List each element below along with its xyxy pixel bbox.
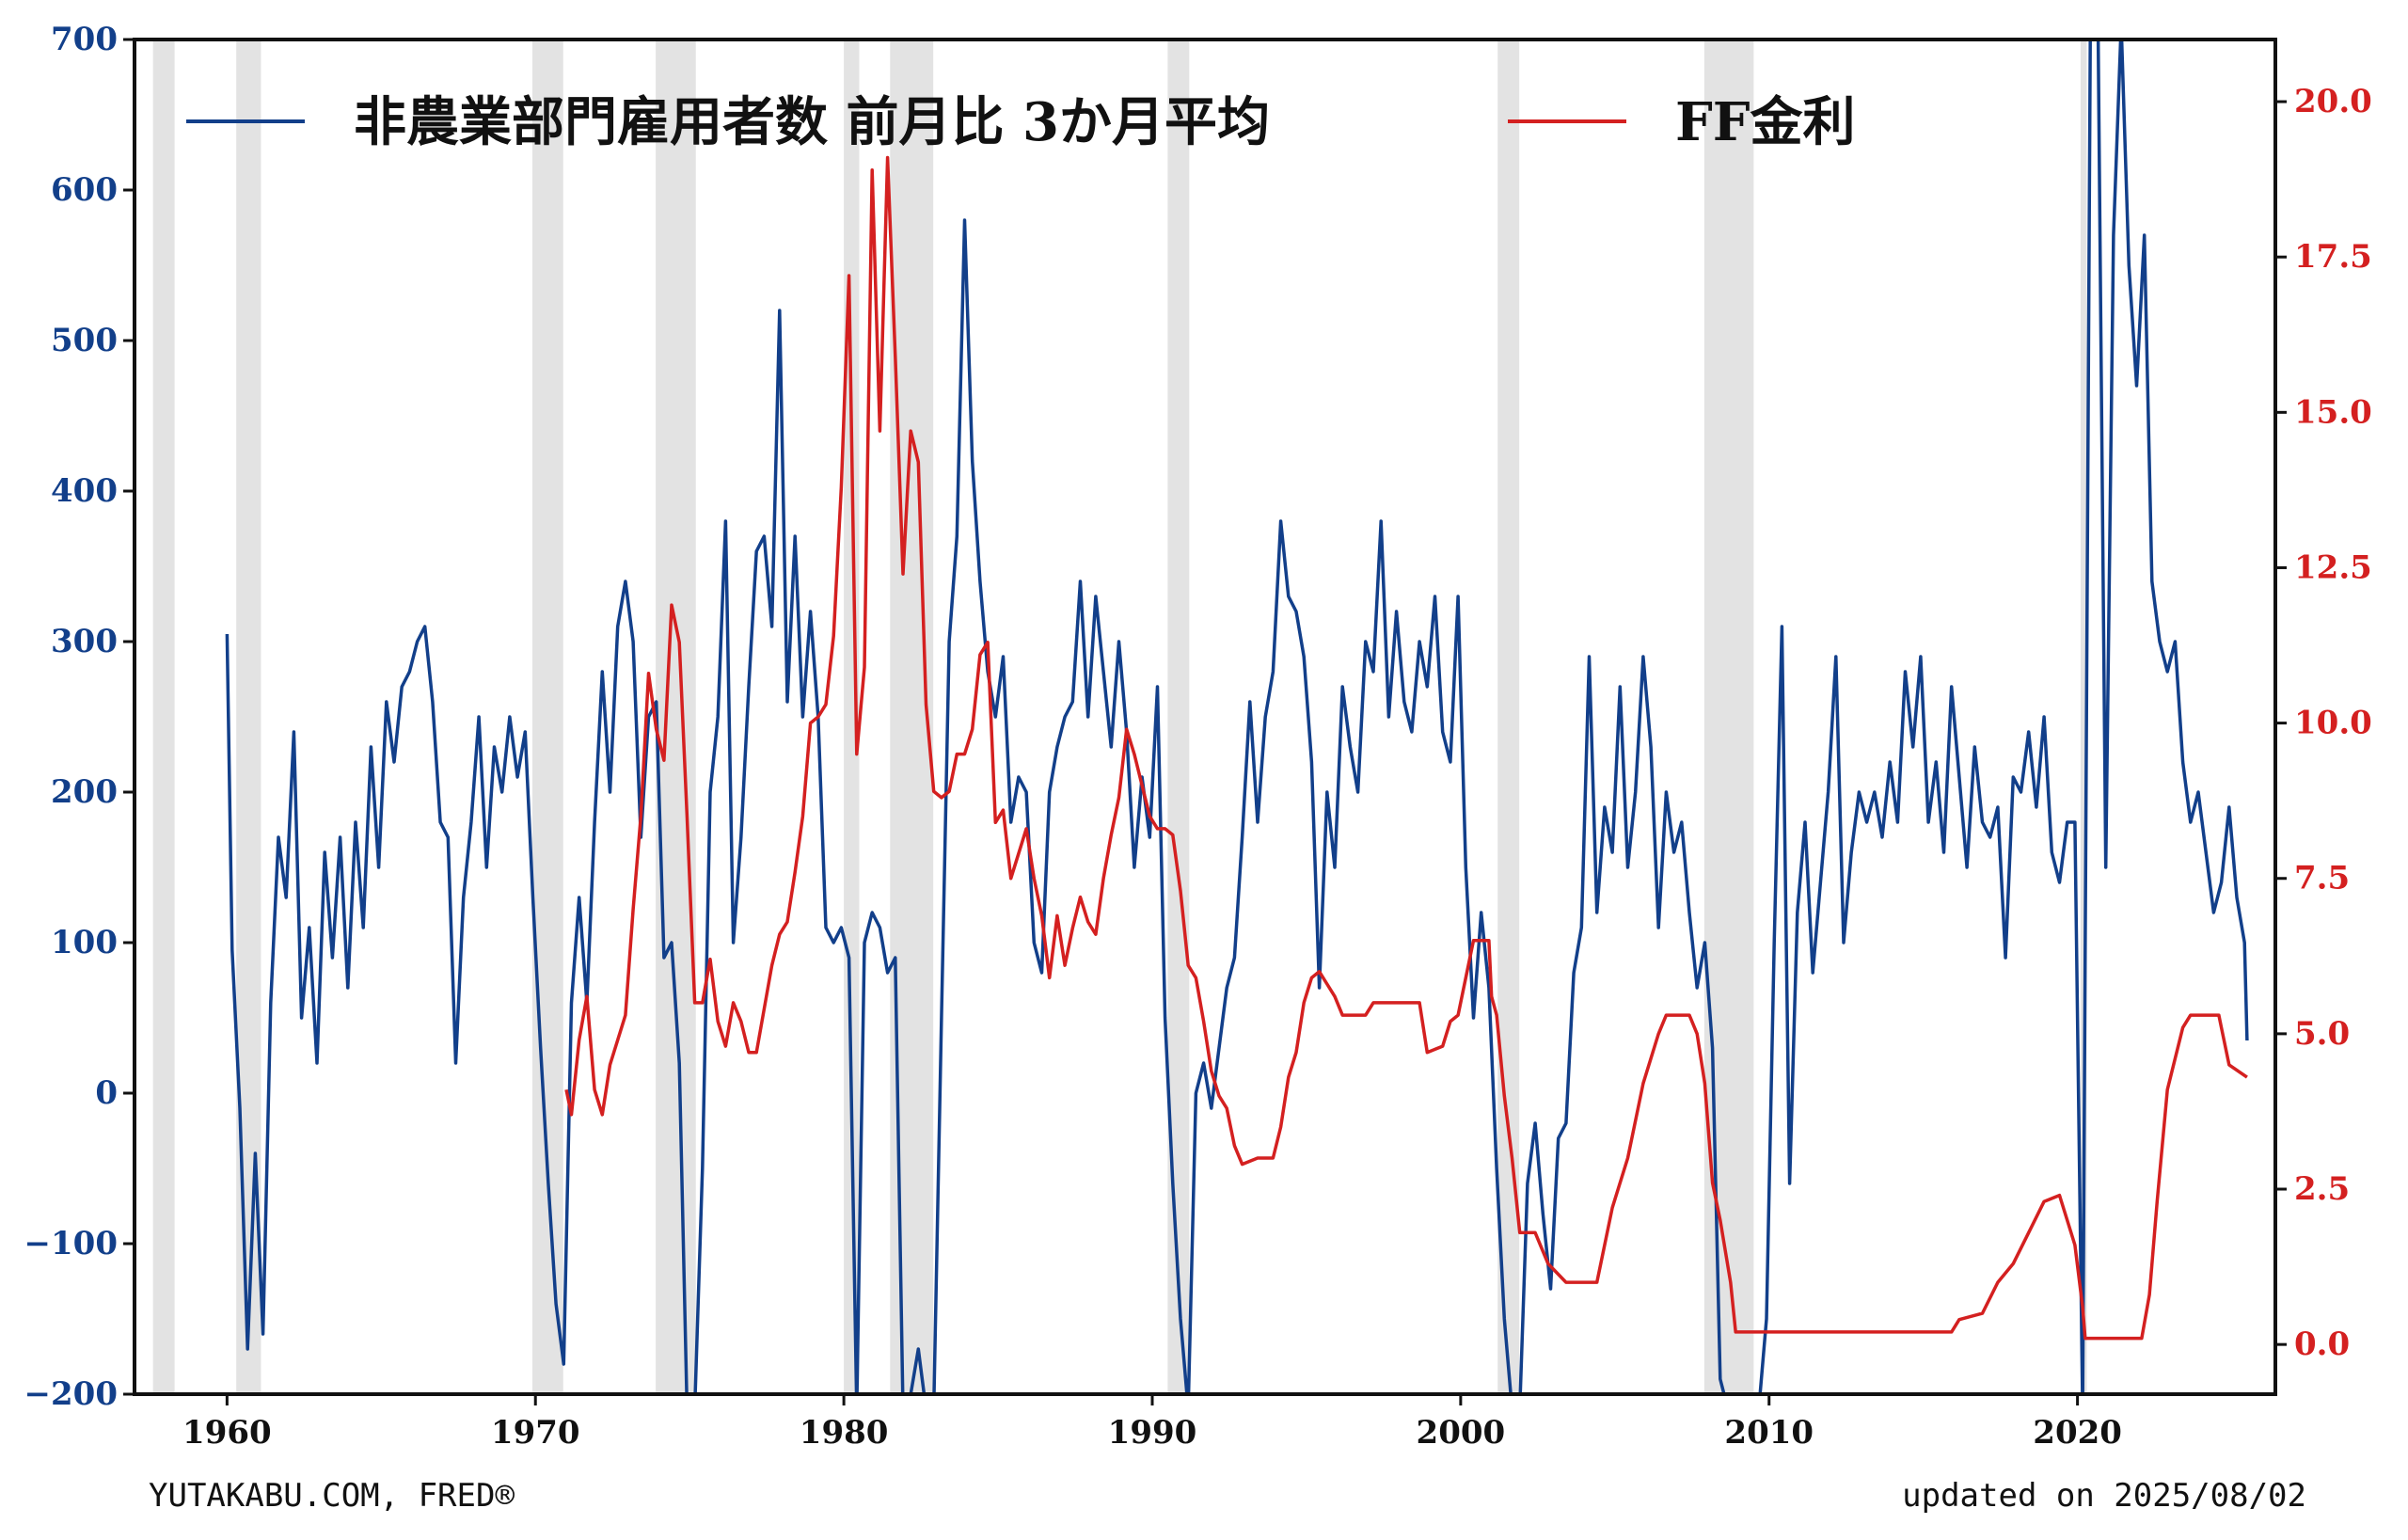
y-left-tick-label: −100	[24, 1225, 118, 1262]
recession-band-6	[1167, 40, 1190, 1394]
x-tick-label: 1980	[800, 1414, 889, 1452]
y-left-tick-label: 200	[51, 773, 118, 811]
y-right-tick-label: 17.5	[2294, 238, 2372, 276]
source-label: YUTAKABU.COM, FRED®	[149, 1477, 515, 1515]
recession-band-7	[1497, 40, 1520, 1394]
x-tick-label: 2010	[1724, 1414, 1814, 1452]
y-left-tick-label: −200	[24, 1375, 118, 1413]
recession-band-9	[2080, 40, 2087, 1394]
y-left-tick-label: 300	[51, 623, 118, 660]
recession-band-4	[844, 40, 860, 1394]
x-tick-label: 1960	[182, 1414, 272, 1452]
x-axis: 1960 1970 1980 1990 2000 2010 2020	[182, 1394, 2122, 1452]
recession-band-8	[1703, 40, 1754, 1394]
y-left-tick-label: 500	[51, 322, 118, 359]
x-tick-label: 2000	[1417, 1414, 1506, 1452]
x-tick-label: 1970	[491, 1414, 580, 1452]
plot-frame	[133, 38, 2277, 1396]
y-right-tick-label: 5.0	[2294, 1015, 2350, 1053]
x-tick-label: 2020	[2033, 1414, 2122, 1452]
series-line-payrolls	[225, 40, 2249, 1394]
legend-label-1: FF金利	[1675, 91, 1856, 153]
y-right-tick-label: 0.0	[2294, 1326, 2350, 1363]
y-right-tick-label: 10.0	[2294, 705, 2372, 742]
y-left-tick-label: 100	[51, 924, 118, 961]
y-right-tick-label: 7.5	[2294, 860, 2350, 897]
series-line-ff-rate	[564, 155, 2248, 1341]
recession-band-3	[656, 40, 696, 1394]
legend-label-0: 非農業部門雇用者数 前月比 3か月平均	[354, 91, 1270, 153]
recession-band-0	[152, 40, 175, 1394]
y-axis-left: −200 −100 0 100 200 300 400 500 600 700	[24, 21, 135, 1413]
recession-bands	[152, 40, 2087, 1394]
y-left-tick-label: 700	[51, 21, 118, 58]
y-right-tick-label: 2.5	[2294, 1170, 2350, 1208]
updated-label: updated on 2025/08/02	[1902, 1477, 2306, 1515]
series-group	[225, 40, 2249, 1394]
y-right-tick-label: 12.5	[2294, 548, 2372, 586]
y-left-tick-label: 600	[51, 171, 118, 209]
y-right-tick-label: 15.0	[2294, 393, 2372, 431]
y-axis-right: 0.0 2.5 5.0 7.5 10.0 12.5 15.0 17.5 20.0	[2275, 83, 2372, 1363]
y-right-tick-label: 20.0	[2294, 83, 2372, 120]
legend: 非農業部門雇用者数 前月比 3か月平均 FF金利	[186, 91, 1856, 153]
x-tick-label: 1990	[1108, 1414, 1197, 1452]
y-left-tick-label: 400	[51, 472, 118, 510]
y-left-tick-label: 0	[95, 1074, 118, 1112]
